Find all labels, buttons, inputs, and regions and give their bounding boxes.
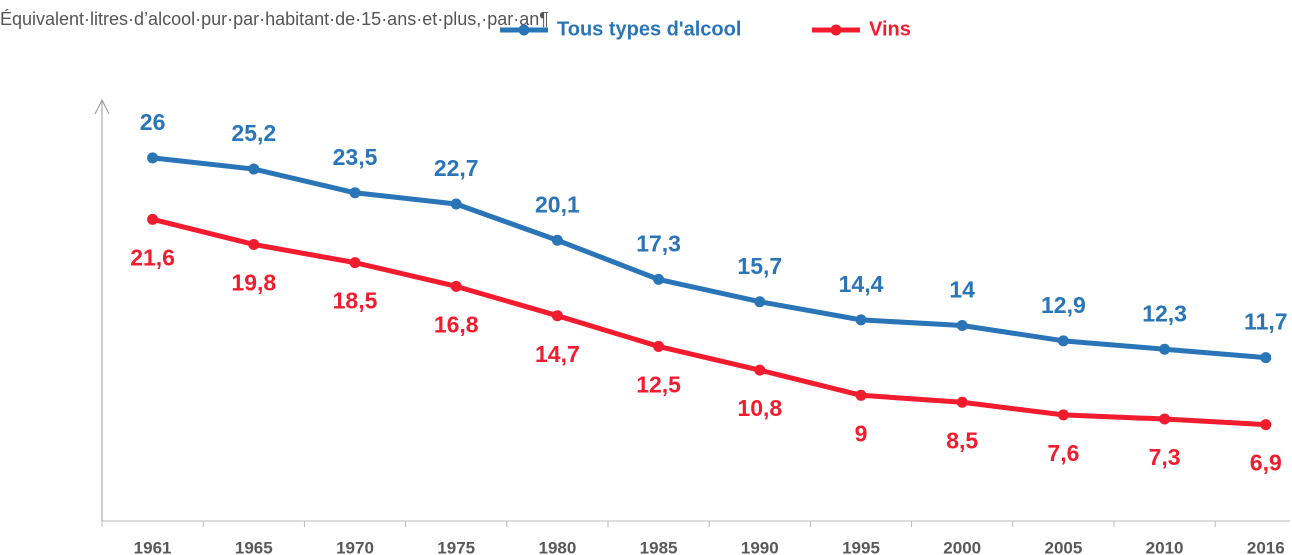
value-label: 14,7 [535, 341, 580, 367]
x-tick-label: 2016 [1247, 538, 1285, 555]
point [248, 163, 260, 175]
legend-marker [518, 24, 530, 36]
point [1057, 409, 1069, 421]
point [855, 389, 867, 401]
y-axis-label: Équivalent·litres·d’alcool·pur·par·habit… [0, 9, 549, 29]
point [551, 234, 563, 246]
x-tick-label: 2005 [1044, 538, 1082, 555]
series-line [152, 155, 1267, 361]
x-tick-label: 1970 [336, 538, 374, 555]
value-label: 14 [949, 277, 975, 303]
value-label: 10,8 [737, 395, 782, 421]
point [653, 340, 665, 352]
point [1260, 352, 1272, 364]
x-tick-label: 1995 [842, 538, 880, 555]
point [147, 152, 159, 164]
value-label: 19,8 [231, 270, 276, 296]
point [1159, 343, 1171, 355]
value-label: 9 [855, 420, 868, 446]
legend-marker [830, 24, 842, 36]
x-tick-label: 1975 [437, 538, 475, 555]
x-tick-label: 2010 [1146, 538, 1184, 555]
point [1260, 419, 1272, 431]
value-label: 7,6 [1047, 440, 1079, 466]
value-label: 12,9 [1041, 292, 1086, 318]
point [349, 257, 361, 269]
x-tick-label: 1990 [741, 538, 779, 555]
value-label: 6,9 [1250, 450, 1282, 476]
point [450, 198, 462, 210]
point [754, 296, 766, 308]
value-label: 15,7 [737, 253, 782, 279]
legend-label: Tous types d'alcool [557, 18, 741, 40]
y-axis-arrow [94, 98, 110, 115]
legend-label: Vins [869, 18, 911, 40]
point [349, 187, 361, 199]
value-label: 8,5 [946, 427, 978, 453]
point [1159, 413, 1171, 425]
point [147, 213, 159, 225]
point [956, 396, 968, 408]
value-label: 12,5 [636, 372, 681, 398]
value-label: 20,1 [535, 191, 580, 217]
value-label: 11,7 [1244, 309, 1288, 335]
point [653, 273, 665, 285]
point [855, 314, 867, 326]
x-tick-label: 1961 [134, 538, 172, 555]
point [1057, 335, 1069, 347]
value-label: 25,2 [231, 120, 276, 146]
x-tick-label: 1980 [538, 538, 576, 555]
point [956, 319, 968, 331]
value-label: 17,3 [636, 230, 681, 256]
x-tick-label: 1965 [235, 538, 273, 555]
value-label: 21,6 [130, 244, 175, 270]
point [450, 280, 462, 292]
x-tick-label: 1985 [640, 538, 678, 555]
series-line [151, 216, 1266, 428]
value-label: 23,5 [333, 144, 378, 170]
point [551, 310, 563, 322]
value-label: 26 [140, 109, 166, 135]
x-tick-label: 2000 [943, 538, 981, 555]
value-label: 16,8 [434, 311, 479, 337]
value-label: 22,7 [434, 155, 479, 181]
value-label: 18,5 [333, 288, 378, 314]
value-label: 14,4 [839, 271, 884, 297]
value-label: 7,3 [1149, 444, 1181, 470]
point [248, 238, 260, 250]
value-label: 12,3 [1142, 300, 1187, 326]
point [754, 364, 766, 376]
